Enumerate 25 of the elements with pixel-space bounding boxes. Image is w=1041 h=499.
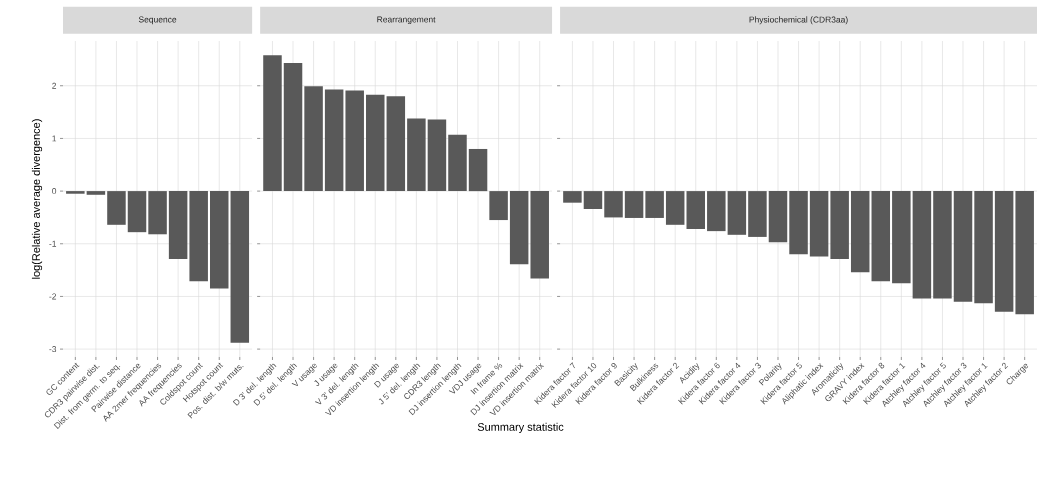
y-tick-label: 1 — [52, 135, 57, 142]
bar — [345, 90, 364, 192]
bar — [530, 191, 549, 279]
bar — [386, 96, 406, 192]
y-tick-label: -1 — [49, 240, 57, 247]
bar — [427, 119, 447, 192]
chart-title: Sequence — [138, 16, 177, 25]
y-axis-title: log(Relative average divergence) — [31, 119, 43, 279]
y-tick-label: 2 — [52, 82, 57, 89]
y-tick-label: -3 — [49, 346, 57, 353]
bar — [366, 94, 385, 192]
y-tick-label: -2 — [49, 293, 57, 300]
chart-title: Physiochemical (CDR3aa) — [749, 16, 848, 25]
bar — [489, 191, 508, 221]
y-tick-label: 0 — [52, 188, 57, 195]
bar — [509, 191, 529, 265]
chart-title: Rearrangement — [377, 16, 436, 25]
x-axis-title: Summary statistic — [477, 422, 564, 434]
bar — [324, 89, 344, 192]
bar — [263, 55, 282, 192]
bar — [283, 63, 303, 192]
bar — [304, 86, 323, 192]
bar — [407, 118, 426, 192]
bar — [468, 148, 488, 192]
bar — [448, 134, 467, 192]
